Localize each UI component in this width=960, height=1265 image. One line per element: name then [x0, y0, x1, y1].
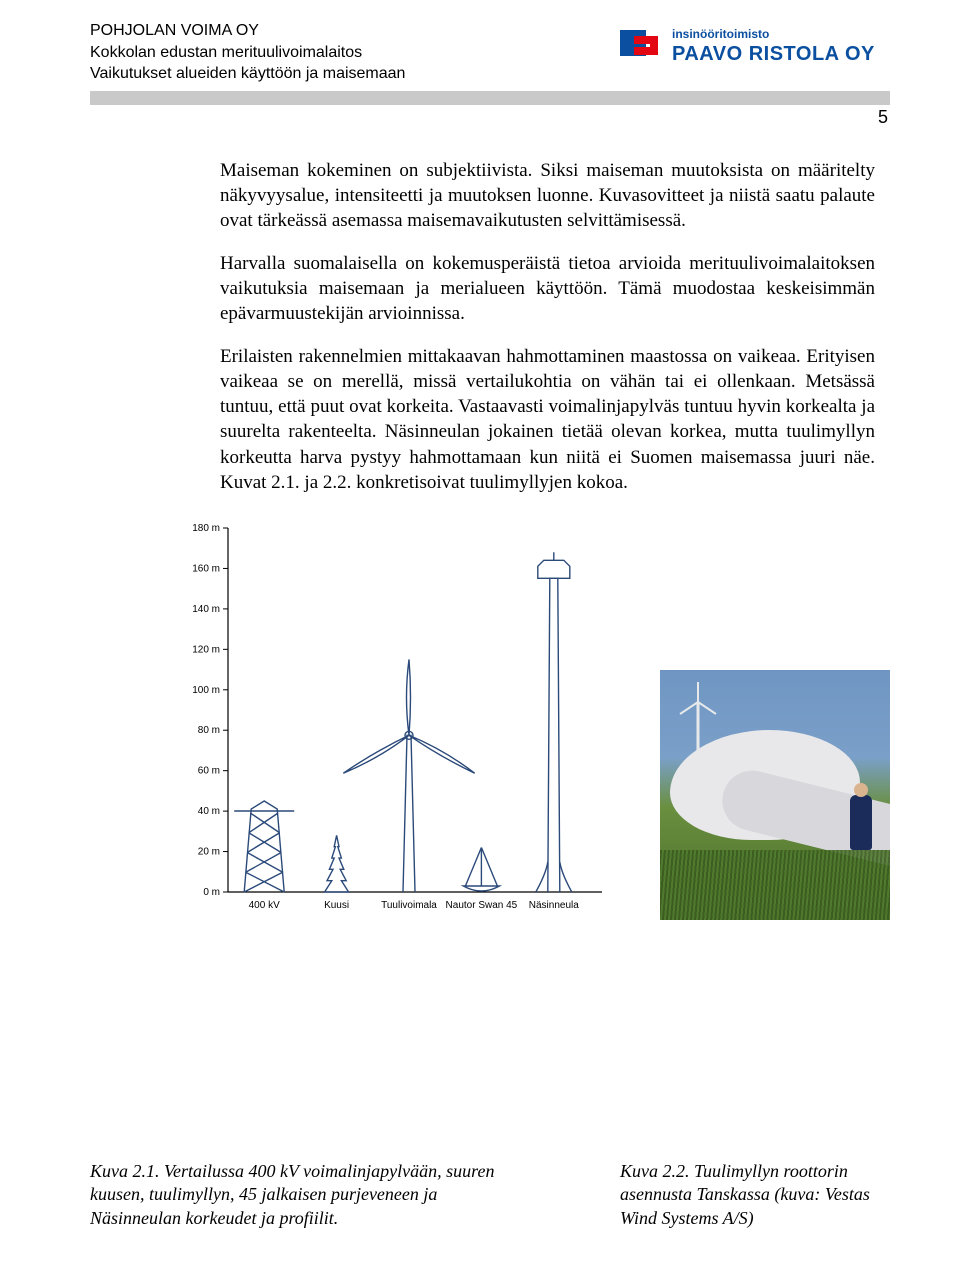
logo-text-2: PAAVO RISTOLA OY — [672, 43, 875, 65]
svg-text:100 m: 100 m — [192, 684, 220, 695]
caption-2-1: Kuva 2.1. Vertailussa 400 kV voimalinjap… — [90, 1160, 530, 1230]
header-line1: POHJOLAN VOIMA OY — [90, 20, 405, 42]
captions-row: Kuva 2.1. Vertailussa 400 kV voimalinjap… — [90, 1160, 890, 1230]
logo-text-1: insinööritoimisto — [672, 27, 769, 41]
paragraph-2: Harvalla suomalaisella on kokemusperäist… — [220, 251, 875, 326]
silhouette-turbine — [343, 659, 474, 892]
silhouette-sailboat — [463, 847, 499, 890]
svg-text:Nautor Swan 45: Nautor Swan 45 — [446, 900, 518, 911]
svg-text:40 m: 40 m — [198, 806, 220, 817]
paragraph-3: Erilaisten rakennelmien mittakaavan hahm… — [220, 344, 875, 494]
worker-figure — [850, 795, 872, 850]
svg-text:180 m: 180 m — [192, 523, 220, 534]
silhouette-tower — [536, 552, 572, 892]
page-number: 5 — [90, 107, 890, 128]
svg-text:60 m: 60 m — [198, 765, 220, 776]
header-divider-bar — [90, 91, 890, 105]
svg-text:140 m: 140 m — [192, 604, 220, 615]
body-text: Maiseman kokeminen on subjektiivista. Si… — [220, 158, 875, 495]
svg-text:Kuusi: Kuusi — [324, 900, 349, 911]
silhouette-pylon — [234, 801, 294, 892]
paavo-ristola-logo-icon: insinööritoimisto PAAVO RISTOLA OY — [620, 24, 890, 70]
svg-text:400 kV: 400 kV — [249, 900, 280, 911]
svg-text:20 m: 20 m — [198, 846, 220, 857]
paragraph-1: Maiseman kokeminen on subjektiivista. Si… — [220, 158, 875, 233]
page-header: POHJOLAN VOIMA OY Kokkolan edustan merit… — [90, 20, 890, 85]
svg-text:120 m: 120 m — [192, 644, 220, 655]
svg-text:160 m: 160 m — [192, 563, 220, 574]
silhouette-spruce — [325, 835, 349, 892]
company-logo: insinööritoimisto PAAVO RISTOLA OY — [620, 20, 890, 70]
svg-text:80 m: 80 m — [198, 725, 220, 736]
header-left: POHJOLAN VOIMA OY Kokkolan edustan merit… — [90, 20, 405, 85]
svg-text:0 m: 0 m — [203, 887, 220, 898]
height-comparison-chart: 0 m 20 m 40 m 60 m 80 m 100 m 120 m 140 m 160 m 1… — [180, 520, 610, 920]
turbine-installation-photo — [660, 670, 890, 920]
caption-2-2: Kuva 2.2. Tuulimyllyn roottorin asennust… — [620, 1160, 890, 1230]
header-line3: Vaikutukset alueiden käyttöön ja maisema… — [90, 63, 405, 85]
svg-text:Näsinneula: Näsinneula — [529, 900, 579, 911]
header-line2: Kokkolan edustan merituulivoimalaitos — [90, 42, 405, 64]
svg-text:Tuulivoimala: Tuulivoimala — [381, 900, 437, 911]
figures-row: 0 m 20 m 40 m 60 m 80 m 100 m 120 m 140 m 160 m 1… — [180, 520, 890, 920]
grass-foreground — [660, 850, 890, 920]
chart-svg: 0 m 20 m 40 m 60 m 80 m 100 m 120 m 140 m 160 m 1… — [180, 520, 610, 920]
